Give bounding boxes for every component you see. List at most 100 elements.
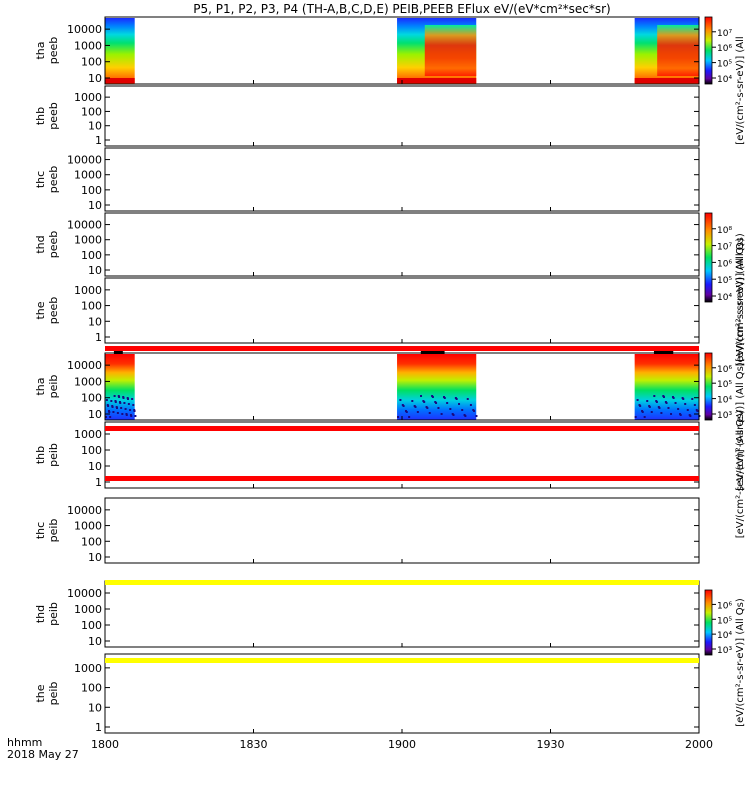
- noise-speck: [109, 416, 112, 418]
- noise-speck: [469, 404, 472, 406]
- noise-speck: [416, 411, 419, 413]
- panel-label-probe: thb: [34, 446, 47, 464]
- panel-label-probe: thb: [34, 107, 47, 125]
- ytick-label: 1000: [74, 234, 102, 247]
- xaxis-label: hhmm: [7, 736, 42, 749]
- panel-the-peib: 1 10 100 1000 the peib: [34, 653, 700, 734]
- noise-speck: [110, 400, 113, 402]
- noise-speck: [113, 395, 116, 397]
- panel-label-product: peib: [47, 443, 60, 467]
- colorbar-tick-label: 10⁵: [717, 380, 732, 390]
- noise-speck: [463, 414, 466, 416]
- noise-speck: [107, 410, 110, 412]
- spectrogram-block: [634, 354, 699, 420]
- noise-speck: [638, 404, 641, 406]
- noise-speck: [657, 406, 660, 408]
- low-energy-band: [397, 78, 477, 83]
- noise-speck: [634, 416, 637, 418]
- noise-speck: [660, 412, 663, 414]
- panel-label-product: peeb: [47, 297, 60, 325]
- colorbar-tick-label: 10⁶: [717, 365, 732, 375]
- noise-speck: [125, 413, 128, 415]
- panel-thc-peeb: 10 100 1000 10000 thc peeb: [34, 147, 700, 212]
- noise-speck: [121, 413, 124, 415]
- noise-speck: [132, 404, 135, 406]
- colorbar-tick-label: 10⁷: [717, 29, 732, 39]
- ytick-label: 100: [81, 392, 102, 405]
- noise-speck: [131, 398, 134, 400]
- panel-frame: [104, 147, 700, 212]
- noise-speck: [105, 399, 108, 401]
- noise-speck: [461, 409, 464, 411]
- ytick-label: 10000: [67, 504, 102, 517]
- ytick-label: 10: [88, 408, 102, 421]
- noise-speck: [420, 395, 423, 397]
- status-bar: [105, 658, 699, 663]
- panel-label-probe: thc: [34, 522, 47, 539]
- noise-speck: [677, 408, 680, 410]
- ytick-label: 100: [81, 56, 102, 69]
- colorbar-tick-label: 10⁴: [717, 75, 732, 85]
- panel-frame: [104, 277, 700, 344]
- status-bar: [105, 426, 699, 431]
- panel-frame: [104, 580, 700, 648]
- ytick-label: 100: [81, 105, 102, 118]
- colorbar-cb-electrons-d: 10⁴ 10⁵ 10⁶ 10⁷ 10⁸[eV/(cm²-s-sr-eV)] (All Q…: [704, 212, 746, 362]
- noise-speck: [112, 411, 115, 413]
- ytick-label: 1000: [74, 428, 102, 441]
- ytick-label: 1000: [74, 662, 102, 675]
- colorbar-tick-label: 10⁶: [717, 259, 732, 269]
- noise-speck: [428, 412, 431, 414]
- noise-speck: [116, 412, 119, 414]
- panel-label-product: peib: [47, 519, 60, 543]
- colorbar-tick-label: 10³: [717, 411, 732, 421]
- ytick-label: 10: [88, 315, 102, 328]
- noise-speck: [688, 414, 691, 416]
- panel-label-probe: thd: [34, 235, 47, 253]
- colorbar-strip: [704, 589, 713, 656]
- noise-speck: [399, 399, 402, 401]
- noise-speck: [472, 409, 475, 411]
- noise-speck: [695, 409, 698, 411]
- ytick-label: 10000: [67, 219, 102, 232]
- noise-speck: [684, 403, 687, 405]
- noise-speck: [449, 408, 452, 410]
- spectrogram-block: [105, 18, 135, 84]
- spectrogram-block: [397, 354, 477, 420]
- noise-speck: [458, 403, 461, 405]
- colorbar-tick-label: 10⁸: [717, 226, 732, 236]
- noise-speck: [670, 413, 673, 415]
- noise-speck: [671, 396, 674, 398]
- xtick-label: 1930: [537, 738, 565, 751]
- noise-speck: [124, 408, 127, 410]
- noise-speck: [120, 407, 123, 409]
- noise-speck: [451, 413, 454, 415]
- colorbar-tick-label: 10⁵: [717, 60, 732, 70]
- ytick-label: 10: [88, 701, 102, 714]
- xtick-label: 1900: [388, 738, 416, 751]
- noise-speck: [662, 395, 665, 397]
- low-energy-band: [105, 78, 135, 83]
- noise-speck: [397, 416, 400, 418]
- panel-frame: [104, 85, 700, 147]
- ytick-label: 10: [88, 635, 102, 648]
- noise-speck: [118, 401, 121, 403]
- colorbar-cb-electrons-a: 10⁴ 10⁵ 10⁶ 10⁷[eV/(cm²-s-sr-eV)] (All: [704, 16, 746, 145]
- ytick-label: 100: [81, 619, 102, 632]
- ytick-label: 10: [88, 120, 102, 133]
- panel-label-product: peib: [47, 375, 60, 399]
- panel-label-probe: the: [34, 684, 47, 702]
- colorbar-label: [eV/(cm²-s-sr-eV)] (All Qs): [735, 362, 746, 491]
- noise-speck: [636, 399, 639, 401]
- ytick-label: 1000: [74, 91, 102, 104]
- noise-speck: [641, 410, 644, 412]
- panel-label-probe: tha: [34, 41, 47, 59]
- ytick-label: 1000: [74, 603, 102, 616]
- ytick-label: 1: [95, 134, 102, 147]
- colorbar-strip: [704, 16, 713, 85]
- ytick-label: 10000: [67, 359, 102, 372]
- colorbar-tick-label: 10³: [717, 646, 732, 656]
- noise-speck: [106, 404, 109, 406]
- colorbar-tick-label: 10⁴: [717, 293, 732, 303]
